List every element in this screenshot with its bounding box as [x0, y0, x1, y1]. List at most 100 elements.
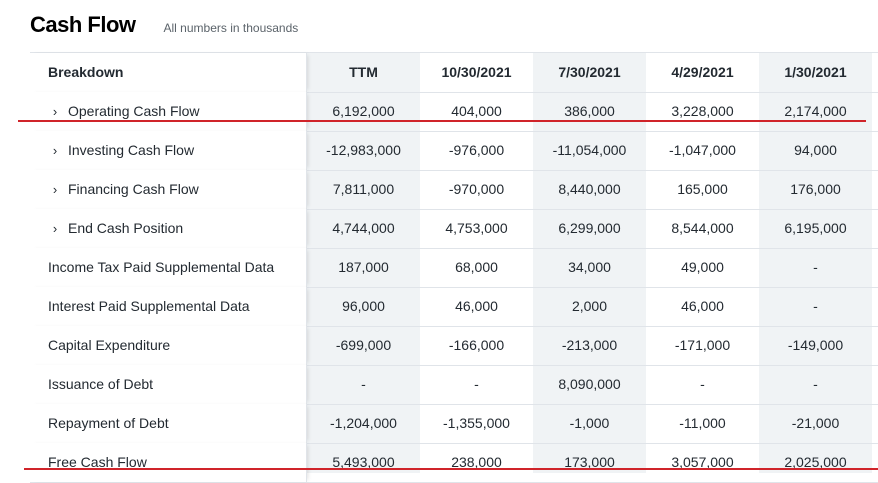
- row-label: End Cash Position: [68, 220, 184, 236]
- value-cell: -1,204,000: [330, 415, 397, 431]
- row-label-cell: Issuance of Debt: [30, 365, 307, 404]
- value-cell: 2,174,000: [784, 103, 847, 119]
- value-cell: 4,753,000: [445, 220, 508, 236]
- value-cell: 6,195,000: [784, 220, 847, 236]
- value-cell: -12,983,000: [326, 142, 401, 158]
- table-row: Free Cash Flow 5,493,000 238,000 173,000 3,0…: [30, 443, 878, 483]
- value-cell: 404,000: [451, 103, 502, 119]
- row-label-cell: Interest Paid Supplemental Data: [30, 287, 307, 326]
- row-label-cell[interactable]: › Financing Cash Flow: [30, 170, 307, 209]
- value-cell: 4,744,000: [332, 220, 395, 236]
- value-cell: -: [813, 376, 818, 392]
- value-cell: 46,000: [455, 298, 498, 314]
- value-cell: 173,000: [564, 454, 615, 470]
- table-row[interactable]: › Investing Cash Flow -12,983,000 -976,000 -…: [30, 131, 878, 171]
- value-cell: 2,025,000: [784, 454, 847, 470]
- table-row[interactable]: › Financing Cash Flow 7,811,000 -970,000 8,4…: [30, 170, 878, 210]
- row-label-cell: Free Cash Flow: [30, 443, 307, 482]
- table-row: Income Tax Paid Supplemental Data 187,000…: [30, 248, 878, 288]
- column-header[interactable]: TTM: [349, 64, 378, 80]
- chevron-right-icon[interactable]: ›: [52, 143, 58, 158]
- value-cell: 187,000: [338, 259, 389, 275]
- value-cell: -171,000: [674, 337, 731, 353]
- table-row[interactable]: › Operating Cash Flow 6,192,000 404,000 386,…: [30, 92, 878, 132]
- value-cell: 176,000: [790, 181, 841, 197]
- table-row[interactable]: › End Cash Position 4,744,000 4,753,000 6,29…: [30, 209, 878, 249]
- column-header-breakdown: Breakdown: [30, 53, 307, 92]
- value-cell: -: [813, 298, 818, 314]
- chevron-right-icon[interactable]: ›: [52, 104, 58, 119]
- cash-flow-table: Breakdown TTM 10/30/2021 7/30/2021 4/29/2021…: [30, 52, 878, 483]
- value-cell: -1,355,000: [443, 415, 510, 431]
- chevron-right-icon[interactable]: ›: [52, 221, 58, 236]
- value-cell: 8,090,000: [558, 376, 621, 392]
- value-cell: -: [361, 376, 366, 392]
- row-label: Income Tax Paid Supplemental Data: [48, 259, 275, 275]
- value-cell: 238,000: [451, 454, 502, 470]
- column-header[interactable]: 1/30/2021: [784, 64, 847, 80]
- value-cell: 3,057,000: [671, 454, 734, 470]
- value-cell: -976,000: [448, 142, 505, 158]
- highlight-underline-operating: [18, 120, 866, 122]
- value-cell: 96,000: [342, 298, 385, 314]
- value-cell: -11,054,000: [552, 142, 627, 158]
- row-label: Capital Expenditure: [48, 337, 171, 353]
- table-row: Issuance of Debt - - 8,090,000 - -: [30, 365, 878, 405]
- value-cell: 46,000: [681, 298, 724, 314]
- value-cell: -970,000: [448, 181, 505, 197]
- column-header[interactable]: 4/29/2021: [671, 64, 734, 80]
- column-header[interactable]: 10/30/2021: [441, 64, 512, 80]
- value-cell: 68,000: [455, 259, 498, 275]
- row-label-cell: Repayment of Debt: [30, 404, 307, 443]
- value-cell: -21,000: [791, 415, 840, 431]
- column-shade: [533, 53, 646, 473]
- value-cell: 94,000: [794, 142, 837, 158]
- row-label-cell: Capital Expenditure: [30, 326, 307, 365]
- column-header[interactable]: 7/30/2021: [558, 64, 621, 80]
- row-label-cell[interactable]: › Investing Cash Flow: [30, 131, 307, 170]
- row-label: Financing Cash Flow: [68, 181, 199, 197]
- value-cell: -11,000: [679, 415, 726, 431]
- row-label: Operating Cash Flow: [68, 103, 200, 119]
- row-label: Free Cash Flow: [48, 454, 147, 470]
- value-cell: 2,000: [571, 298, 608, 314]
- value-cell: -1,000: [569, 415, 610, 431]
- table-row: Repayment of Debt -1,204,000 -1,355,000 -1,…: [30, 404, 878, 444]
- highlight-underline-free-cash-flow: [24, 468, 878, 470]
- value-cell: 165,000: [677, 181, 728, 197]
- value-cell: -213,000: [561, 337, 618, 353]
- table-header-row: Breakdown TTM 10/30/2021 7/30/2021 4/29/2021…: [30, 53, 878, 93]
- value-cell: -1,047,000: [669, 142, 736, 158]
- value-cell: -: [813, 259, 818, 275]
- table-row: Capital Expenditure -699,000 -166,000 -213,…: [30, 326, 878, 366]
- row-label-cell[interactable]: › End Cash Position: [30, 209, 307, 248]
- value-cell: 6,192,000: [332, 103, 395, 119]
- row-label-cell[interactable]: › Operating Cash Flow: [30, 92, 307, 131]
- value-cell: -: [700, 376, 705, 392]
- chevron-right-icon[interactable]: ›: [52, 182, 58, 197]
- row-label: Issuance of Debt: [48, 376, 154, 392]
- value-cell: 8,440,000: [558, 181, 621, 197]
- row-label-cell: Income Tax Paid Supplemental Data: [30, 248, 307, 287]
- value-cell: 386,000: [564, 103, 615, 119]
- value-cell: 6,299,000: [558, 220, 621, 236]
- units-note: All numbers in thousands: [163, 21, 299, 35]
- column-shade: [307, 53, 420, 473]
- value-cell: -166,000: [448, 337, 505, 353]
- value-cell: 5,493,000: [332, 454, 395, 470]
- value-cell: 34,000: [568, 259, 611, 275]
- page-title: Cash Flow: [30, 12, 136, 37]
- table-row: Interest Paid Supplemental Data 96,000 46,…: [30, 287, 878, 327]
- value-cell: -: [474, 376, 479, 392]
- row-label: Interest Paid Supplemental Data: [48, 298, 250, 314]
- value-cell: -699,000: [335, 337, 392, 353]
- column-shade: [759, 53, 872, 473]
- page-header: Cash Flow All numbers in thousands: [30, 12, 298, 44]
- row-label: Investing Cash Flow: [68, 142, 195, 158]
- row-label: Repayment of Debt: [48, 415, 169, 431]
- value-cell: 7,811,000: [332, 181, 395, 197]
- value-cell: -149,000: [787, 337, 844, 353]
- value-cell: 8,544,000: [671, 220, 734, 236]
- value-cell: 49,000: [681, 259, 724, 275]
- value-cell: 3,228,000: [671, 103, 734, 119]
